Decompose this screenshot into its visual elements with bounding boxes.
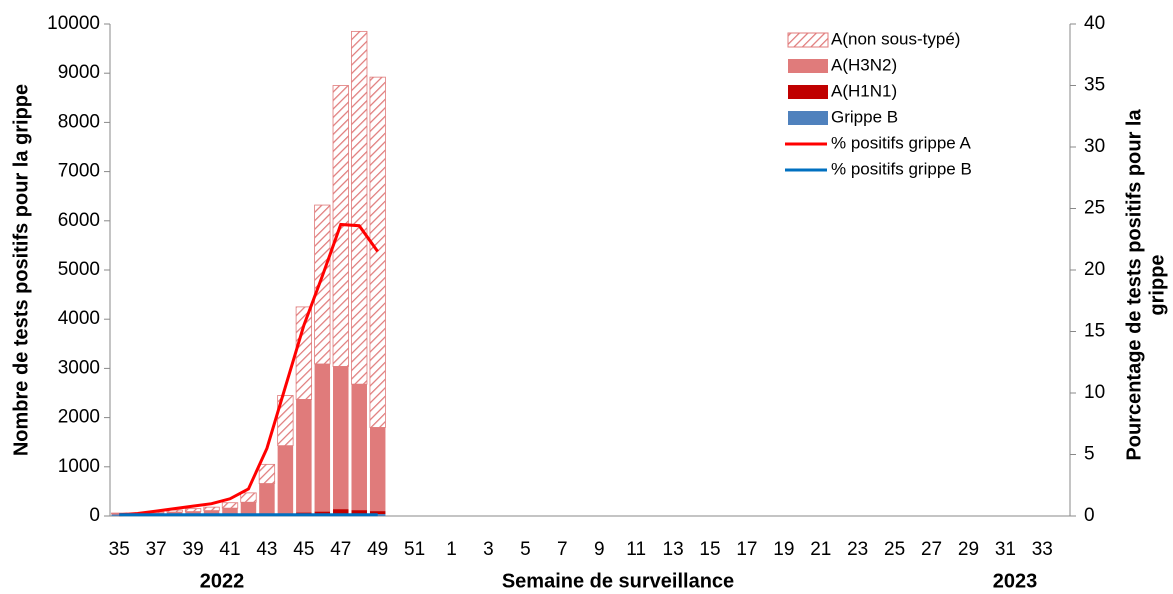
y-tick-label: 0	[89, 505, 100, 526]
x-tick-label: 43	[256, 539, 277, 560]
bar-segment	[221, 502, 239, 509]
x-tick-label: 47	[330, 539, 351, 560]
bar-segment	[314, 204, 331, 365]
y-tick-label: 4000	[58, 308, 100, 329]
y2-tick-label: 40	[1084, 13, 1105, 34]
x-tick-label: 45	[293, 539, 314, 560]
x-tick-label: 11	[626, 539, 646, 560]
line	[119, 222, 379, 517]
bar-segment	[369, 427, 386, 512]
bar-segment	[296, 399, 312, 513]
y2-tick-label: 30	[1084, 136, 1105, 157]
y-tick-label: 7000	[58, 161, 100, 182]
y-tick-label: 10000	[47, 13, 100, 34]
y2-tick-label: 20	[1084, 259, 1105, 280]
x-tick-label: 49	[367, 539, 388, 560]
legend-swatch	[788, 59, 828, 73]
x-tick-label: 21	[810, 539, 831, 560]
bar-segment	[369, 76, 386, 428]
x-tick-label: 15	[699, 539, 720, 560]
y-tick-label: 3000	[58, 357, 100, 378]
bar-segment	[277, 395, 294, 447]
y-tick-label: 2000	[58, 407, 100, 428]
y2-axis-title: Pourcentage de tests positifs pour la	[1123, 109, 1145, 461]
y-tick-label: 6000	[58, 210, 100, 231]
legend-swatch	[788, 85, 828, 99]
y-tick-label: 1000	[58, 456, 100, 477]
legend-swatch	[788, 111, 828, 125]
bar-segment	[314, 511, 331, 515]
x-tick-label: 27	[921, 539, 942, 560]
x-tick-label: 37	[146, 539, 167, 560]
y2-axis-title: grippe	[1146, 254, 1168, 315]
y2-tick-label: 25	[1084, 198, 1105, 219]
x-tick-label: 7	[557, 539, 568, 560]
x-tick-label: 33	[1032, 539, 1053, 560]
x-tick-label: 41	[219, 539, 240, 560]
x-tick-label: 51	[404, 539, 425, 560]
y2-tick-label: 10	[1084, 382, 1105, 403]
bar-segment	[351, 384, 367, 511]
legend-label: % positifs grippe A	[831, 133, 972, 152]
x-tick-label: 3	[483, 539, 494, 560]
bar-segment	[258, 463, 276, 484]
x-tick-label: 5	[520, 539, 531, 560]
x-tick-label: 19	[773, 539, 794, 560]
x-tick-label: 31	[995, 539, 1016, 560]
y2-tick-label: 0	[1084, 505, 1095, 526]
bar-segment	[259, 483, 275, 515]
bar-segment	[333, 366, 349, 510]
bar-segment	[351, 510, 367, 515]
x-tick-label: 29	[958, 539, 979, 560]
legend-label: A(H3N2)	[831, 55, 897, 74]
bar-segment	[222, 508, 238, 515]
x-tick-label: 13	[663, 539, 684, 560]
legend-label: % positifs grippe B	[831, 159, 972, 178]
legend-label: A(non sous-typé)	[831, 29, 960, 48]
bar-segment	[240, 502, 257, 515]
bar-segment	[295, 306, 313, 400]
y-axis-title: Nombre de tests positifs pour la grippe	[10, 84, 32, 456]
bar-segment	[203, 510, 220, 515]
bar-segment	[351, 30, 368, 385]
x-tick-label: 9	[594, 539, 605, 560]
x-axis-title: Semaine de surveillance	[502, 570, 734, 592]
y-tick-label: 9000	[58, 62, 100, 83]
legend-swatch	[787, 32, 829, 48]
year-label: 2022	[200, 570, 245, 592]
legend-label: A(H1N1)	[831, 81, 897, 100]
y2-tick-label: 15	[1084, 321, 1105, 342]
bar-segment	[240, 492, 257, 503]
legend-label: Grippe B	[831, 107, 898, 126]
bar-segment	[203, 506, 220, 511]
y-tick-label: 5000	[58, 259, 100, 280]
bar-segment	[184, 508, 202, 512]
bar-segment	[185, 511, 201, 515]
x-tick-label: 35	[109, 539, 130, 560]
y-tick-label: 8000	[58, 111, 100, 132]
x-tick-label: 25	[884, 539, 905, 560]
bar-segment	[314, 363, 331, 512]
bar-segment	[333, 509, 349, 515]
x-tick-label: 17	[736, 539, 757, 560]
x-tick-label: 39	[183, 539, 204, 560]
year-label: 2023	[993, 570, 1038, 592]
x-tick-label: 23	[847, 539, 868, 560]
y2-tick-label: 5	[1084, 444, 1095, 465]
bar-segment	[369, 511, 386, 515]
y2-tick-label: 35	[1084, 75, 1105, 96]
bar-segment	[277, 445, 294, 514]
x-tick-label: 1	[446, 539, 457, 560]
